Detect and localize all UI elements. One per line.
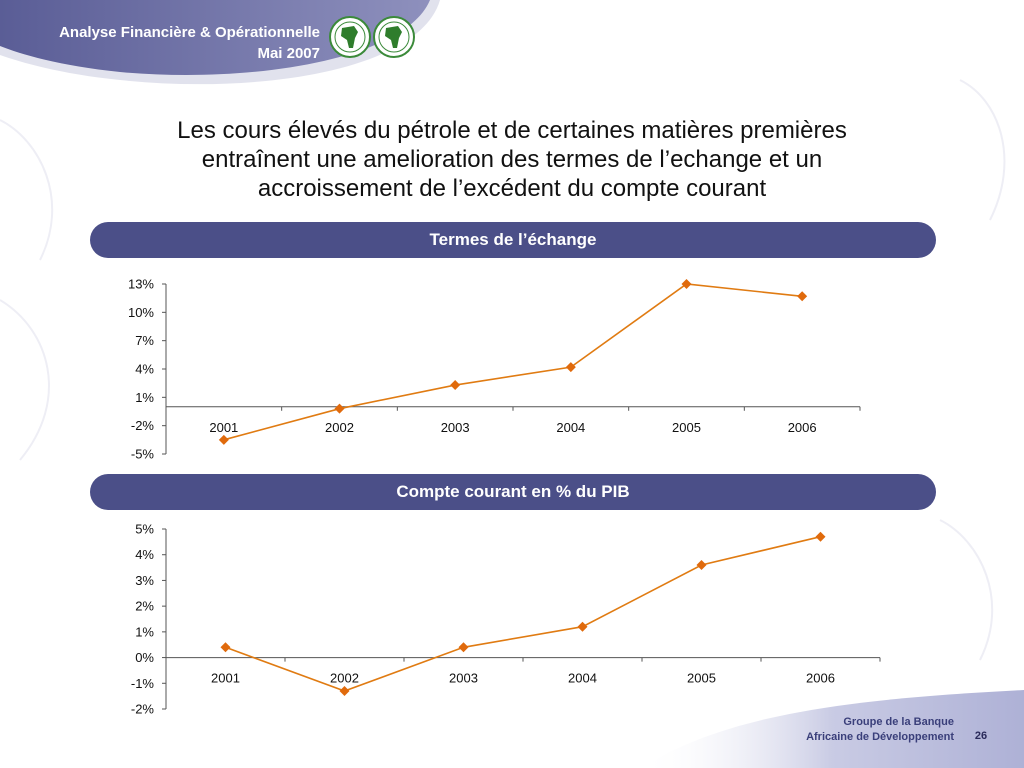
chart-current-account: 5% 4% 3% 2% 1% 0% -1% -2% 2001 2002 2003 2004 2005 20… [131,522,881,717]
x-tick-label: 2002 [325,420,354,435]
y-tick-label: 1% [135,390,154,405]
header-title-line1: Analyse Financière & Opérationnelle [59,24,320,41]
series-line [223,283,803,441]
data-point-2006 [797,291,808,302]
footer-brand: Groupe de la Banque Africaine de Dévelop… [806,715,954,745]
y-tick-label: 10% [128,305,154,320]
data-point-2003 [458,642,469,653]
y-tick-label: 13% [128,277,154,292]
data-point-2001 [220,642,231,653]
chart2-title-band: Compte courant en % du PIB [90,474,936,510]
y-tick-label: 5% [135,522,154,537]
data-point-2002 [334,403,345,414]
africa-logo-icon [329,16,371,58]
y-tick-label: 2% [135,599,154,614]
data-point-2005 [696,560,707,570]
chart-terms-of-trade: 13% 10% 7% 4% 1% -2% -5% 2001 2002 2003 2004 2005 20… [128,277,861,462]
y-tick-label: 4% [135,362,154,377]
slide-title: Les cours élevés du pétrole et de certai… [80,116,944,203]
data-point-2002 [339,686,350,696]
y-tick-label: 1% [135,624,154,639]
slide-title-line3: accroissement de l’excédent du compte co… [257,175,767,202]
y-tick-label: -2% [131,702,155,717]
data-point-2005 [681,279,692,289]
x-tick-label: 2005 [672,420,701,435]
header-date: Mai 2007 [257,45,320,62]
x-tick-label: 2004 [556,420,585,435]
data-point-2001 [218,434,229,445]
data-point-2003 [450,380,461,391]
y-tick-label: 3% [135,573,154,588]
x-tick-label: 2001 [211,671,240,686]
africa-logo-icon-2 [373,16,415,58]
footer-line1: Groupe de la Banque [843,716,954,728]
y-tick-label: -5% [131,447,155,462]
series-line [225,535,821,692]
x-tick-label: 2003 [449,671,478,686]
y-tick-label: -1% [131,676,155,691]
header-title: Analyse Financière & Opérationnelle Mai … [20,22,320,64]
data-point-2004 [577,621,588,632]
afdb-logos [329,16,415,58]
y-tick-label: 7% [135,333,154,348]
x-tick-label: 2006 [806,671,835,686]
slide-title-line1: Les cours élevés du pétrole et de certai… [177,117,847,144]
x-tick-label: 2001 [209,420,238,435]
chart1-title-band: Termes de l’échange [90,222,936,258]
x-tick-label: 2002 [330,671,359,686]
footer-line2: Africaine de Développement [806,731,954,743]
y-tick-label: -2% [131,418,155,433]
page-number: 26 [974,730,988,742]
x-tick-label: 2005 [687,671,716,686]
y-tick-label: 0% [135,650,154,665]
x-tick-label: 2004 [568,671,597,686]
slide-title-line2: entraînent une amelioration des termes d… [201,146,823,173]
data-point-2004 [565,362,576,373]
data-point-2006 [815,531,826,542]
x-tick-label: 2006 [788,420,817,435]
x-tick-label: 2003 [441,420,470,435]
y-tick-label: 4% [135,547,154,562]
